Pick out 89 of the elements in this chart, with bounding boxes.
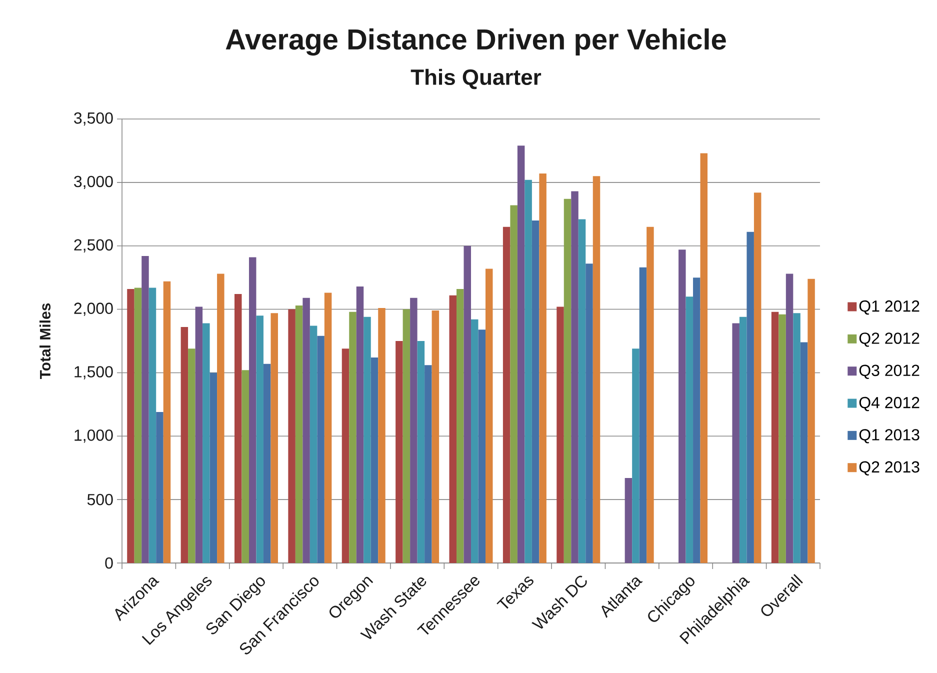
- bar: [571, 191, 578, 563]
- bar: [646, 226, 654, 563]
- bar: [402, 309, 410, 563]
- bar: [539, 174, 546, 563]
- bar: [432, 310, 440, 563]
- bar: [793, 313, 800, 563]
- bar: [700, 153, 708, 563]
- y-tick-label: 3,500: [74, 112, 113, 126]
- bar: [510, 205, 518, 563]
- legend-label: Q1 2013: [859, 429, 920, 444]
- y-axis-title: Total Miles: [39, 303, 51, 380]
- bar: [195, 306, 203, 563]
- bar: [163, 281, 171, 563]
- bar: [188, 348, 196, 563]
- y-tick-label: 2,500: [74, 239, 113, 252]
- bar: [639, 267, 647, 563]
- y-tick-label: 2,000: [74, 302, 113, 316]
- legend-label: Q2 2012: [859, 332, 920, 347]
- legend-label: Q2 2013: [859, 461, 920, 476]
- bar: [471, 319, 478, 563]
- bar: [234, 294, 242, 563]
- legend-label: Q4 2012: [859, 396, 920, 412]
- bar: [739, 316, 747, 563]
- bar: [456, 288, 464, 563]
- bar: [771, 312, 779, 563]
- bar: [127, 288, 134, 563]
- bar: [356, 286, 364, 563]
- bar: [556, 306, 564, 563]
- bar: [342, 348, 350, 563]
- bar: [263, 364, 271, 563]
- bar: [478, 330, 486, 563]
- bar: [524, 180, 532, 563]
- bar: [517, 146, 525, 563]
- bar: [180, 327, 188, 563]
- bar: [778, 314, 786, 563]
- bar: [378, 308, 386, 563]
- bar: [270, 313, 278, 563]
- y-tick-label: 1,000: [74, 430, 113, 443]
- bar: [242, 370, 249, 563]
- bar: [295, 305, 303, 563]
- bar: [142, 256, 149, 563]
- bar: [564, 198, 572, 563]
- y-tick-label: 500: [87, 494, 113, 506]
- chart-title: Average Distance Driven per Vehicle: [226, 28, 726, 56]
- bar: [502, 226, 510, 563]
- y-tick-label: 1,500: [74, 366, 113, 380]
- bar: [370, 357, 378, 563]
- bar: [678, 250, 686, 563]
- bar: [786, 274, 794, 563]
- bar: [317, 336, 324, 563]
- bar: [746, 232, 754, 563]
- bar: [134, 288, 142, 563]
- bar: [364, 316, 371, 563]
- bar: [417, 341, 425, 563]
- bar: [800, 342, 808, 563]
- bar: [686, 296, 694, 563]
- bar: [156, 412, 164, 563]
- chart-subtitle: This Quarter: [410, 68, 542, 90]
- bar: [486, 268, 493, 563]
- bar: [464, 246, 472, 563]
- bar: [578, 219, 586, 563]
- bar: [288, 309, 296, 563]
- bar: [349, 312, 356, 563]
- legend-label: Q3 2012: [859, 364, 920, 379]
- bar: [302, 298, 310, 563]
- bar: [808, 278, 815, 563]
- y-tick-label: 0: [105, 557, 113, 569]
- bar: [449, 295, 457, 563]
- bar: [624, 478, 632, 563]
- bar: [693, 278, 700, 563]
- bar: [310, 326, 318, 563]
- bar: [632, 348, 640, 563]
- bar: [248, 257, 256, 563]
- bar: [410, 298, 418, 563]
- bar: [217, 274, 224, 563]
- bar: [754, 192, 762, 563]
- bar: [592, 176, 600, 563]
- bar: [210, 372, 218, 563]
- bar: [424, 365, 432, 563]
- y-tick-label: 3,000: [74, 176, 113, 190]
- bar: [202, 323, 210, 563]
- bar: [532, 220, 540, 563]
- bar: [732, 323, 740, 563]
- bar: [324, 292, 332, 563]
- bar: [148, 288, 156, 563]
- bar: [256, 316, 264, 563]
- legend-label: Q1 2012: [859, 300, 920, 315]
- bar: [586, 264, 593, 563]
- bar: [396, 341, 403, 563]
